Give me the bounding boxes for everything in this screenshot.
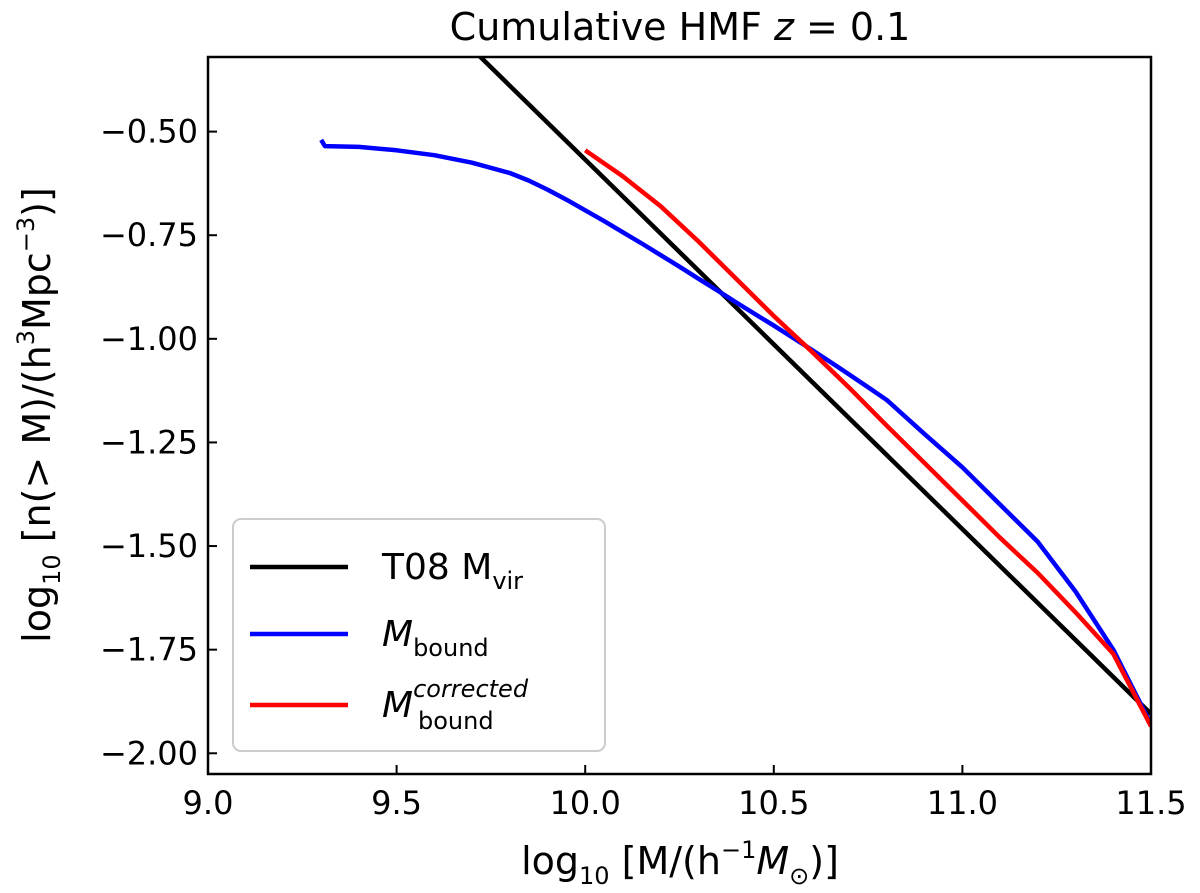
- x-tick-label: 11.5: [1115, 784, 1186, 822]
- legend-box: [232, 518, 606, 752]
- x-tick-label: 10.5: [738, 784, 809, 822]
- y-tick-label: −2.00: [100, 734, 198, 772]
- m-bound-corrected-line: [583, 148, 1151, 728]
- series-layer: [319, 57, 1151, 728]
- chart-title: Cumulative HMF z = 0.1: [450, 5, 911, 49]
- legend: T08 Mvir Mbound Mcorrected bound: [232, 518, 606, 752]
- legend-item-t08-mvir-label: T08 Mvir: [381, 547, 523, 595]
- y-tick-label: −1.00: [100, 320, 198, 358]
- x-tick-label: 11.0: [927, 784, 998, 822]
- x-tick-label: 9.5: [371, 784, 422, 822]
- y-axis-label: log10 [n(> M)/(h3Mpc−3)]: [12, 187, 66, 643]
- y-axis-ticks: −0.50 −0.75 −1.00 −1.25 −1.50 −1.75 −2.00: [100, 113, 217, 772]
- y-tick-label: −1.25: [100, 423, 198, 461]
- y-tick-label: −0.75: [100, 216, 198, 254]
- legend-item-m-bound-corrected-label: Mcorrected bound: [382, 675, 529, 735]
- m-bound-line: [319, 138, 1151, 726]
- legend-item-m-bound-label: Mbound: [382, 614, 489, 662]
- y-tick-label: −1.75: [100, 631, 198, 669]
- plot-frame: [206, 55, 1153, 776]
- y-tick-label: −1.50: [100, 527, 198, 565]
- x-tick-label: 10.0: [550, 784, 621, 822]
- x-tick-label: 9.0: [183, 784, 234, 822]
- x-axis-ticks: 9.0 9.5 10.0 10.5 11.0 11.5: [183, 765, 1187, 822]
- y-tick-label: −0.50: [100, 113, 198, 151]
- t08-mvir-line: [477, 57, 1151, 716]
- x-axis-label: log10 [M/(h−1M⊙)]: [521, 836, 839, 890]
